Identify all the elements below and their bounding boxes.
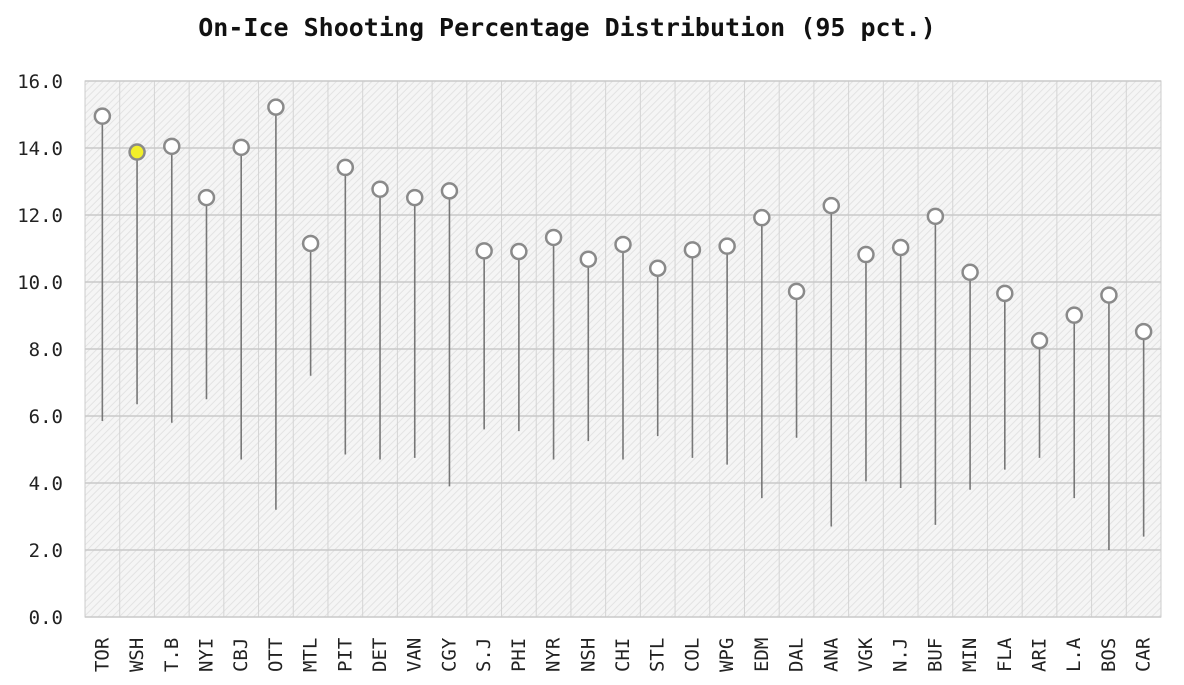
data-marker xyxy=(93,107,112,125)
x-tick-label: CHI xyxy=(612,638,634,672)
x-tick-label: MTL xyxy=(300,638,322,672)
x-tick-label: BUF xyxy=(924,638,946,672)
data-marker xyxy=(753,208,771,227)
y-tick-label: 16.0 xyxy=(17,71,63,93)
x-tick-label: FLA xyxy=(994,637,1016,672)
data-marker xyxy=(267,98,285,116)
y-tick-label: 12.0 xyxy=(17,205,63,227)
highlighted-marker xyxy=(128,143,146,161)
x-tick-label: WPG xyxy=(716,638,738,672)
x-tick-label: BOS xyxy=(1098,638,1120,672)
x-tick-label: ARI xyxy=(1029,638,1051,672)
x-tick-label: PHI xyxy=(508,638,530,672)
y-tick-label: 0.0 xyxy=(29,607,63,629)
x-tick-label: EDM xyxy=(751,638,773,672)
x-tick-label: VAN xyxy=(404,638,426,672)
x-tick-label: MIN xyxy=(959,638,981,672)
x-tick-label: NSH xyxy=(577,638,599,672)
data-marker xyxy=(683,241,702,259)
data-marker xyxy=(301,234,320,253)
data-marker xyxy=(648,259,667,278)
x-tick-label: WSH xyxy=(126,638,148,672)
data-marker xyxy=(1100,286,1118,304)
data-marker xyxy=(1134,322,1153,341)
x-tick-label: STL xyxy=(647,638,669,672)
chart-title: On-Ice Shooting Percentage Distribution … xyxy=(198,13,936,42)
data-marker xyxy=(614,235,632,254)
data-marker xyxy=(961,263,979,282)
data-marker xyxy=(544,228,563,247)
x-tick-label: COL xyxy=(681,638,703,672)
data-marker xyxy=(405,188,424,207)
x-tick-label: DET xyxy=(369,638,391,672)
data-marker xyxy=(232,138,250,157)
x-tick-label: T.B xyxy=(161,638,183,672)
x-tick-label: S.J xyxy=(473,638,495,672)
data-marker xyxy=(475,242,493,260)
x-tick-label: NYR xyxy=(543,637,565,672)
data-marker xyxy=(440,182,459,200)
x-tick-label: CAR xyxy=(1133,637,1155,672)
x-axis-ticks: TOR WSH T.B NYI CBJ OTT MTL PIT DET VAN CGY S.J PHI N… xyxy=(91,637,1154,672)
y-tick-label: 2.0 xyxy=(29,540,63,562)
y-axis-ticks: 0.0 2.0 4.0 6.0 8.0 10.0 12.0 14.0 16.0 xyxy=(17,71,63,629)
x-tick-label: TOR xyxy=(91,637,113,672)
data-marker xyxy=(822,196,841,215)
x-tick-label: L.A xyxy=(1063,637,1085,672)
data-marker xyxy=(891,238,910,257)
data-marker xyxy=(510,242,528,261)
data-marker xyxy=(996,284,1014,303)
data-marker xyxy=(163,137,181,156)
y-tick-label: 4.0 xyxy=(29,473,63,495)
x-tick-label: NYI xyxy=(195,638,217,672)
x-tick-label: PIT xyxy=(334,638,356,672)
whiskers xyxy=(101,107,1145,550)
x-tick-label: CBJ xyxy=(230,638,252,672)
data-marker xyxy=(1030,331,1049,350)
data-marker xyxy=(197,188,216,207)
data-marker xyxy=(371,180,389,198)
y-tick-label: 6.0 xyxy=(29,406,63,428)
x-tick-label: CGY xyxy=(438,637,460,672)
x-tick-label: VGK xyxy=(855,637,877,672)
data-marker xyxy=(926,207,945,226)
x-tick-label: DAL xyxy=(786,638,808,672)
y-tick-label: 10.0 xyxy=(17,272,63,294)
data-marker xyxy=(1065,306,1083,324)
data-marker xyxy=(718,237,736,255)
data-marker xyxy=(579,250,598,268)
data-marker xyxy=(857,245,875,264)
x-tick-label: N.J xyxy=(890,638,912,672)
markers xyxy=(93,98,1153,350)
y-tick-label: 8.0 xyxy=(29,339,63,361)
y-tick-label: 14.0 xyxy=(17,138,63,160)
data-marker xyxy=(787,282,806,301)
x-tick-label: ANA xyxy=(820,637,842,672)
x-tick-label: OTT xyxy=(265,638,287,672)
data-marker xyxy=(336,158,355,177)
